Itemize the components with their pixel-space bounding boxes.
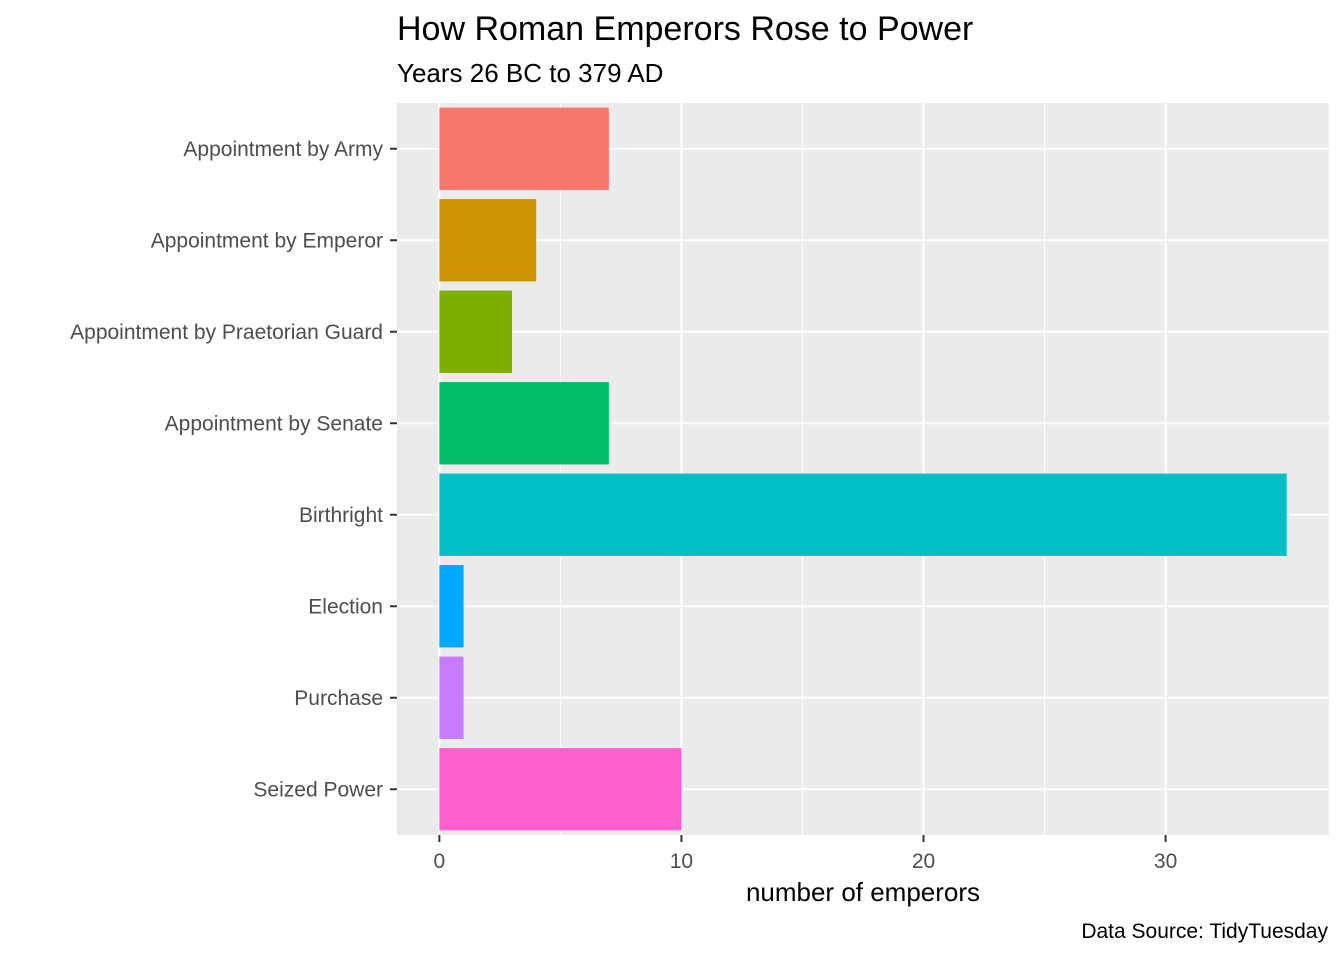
- bar-appointment-by-army: [439, 107, 609, 190]
- category-label: Seized Power: [253, 778, 383, 801]
- category-label: Appointment by Army: [183, 138, 383, 161]
- category-label: Appointment by Praetorian Guard: [70, 321, 383, 344]
- bar-seized-power: [439, 748, 682, 831]
- x-tick-label: 30: [1154, 850, 1177, 873]
- bar-appointment-by-praetorian-guard: [439, 290, 512, 373]
- data-source-caption: Data Source: TidyTuesday: [1081, 920, 1328, 943]
- x-tick-label: 0: [434, 850, 446, 873]
- bar-birthright: [439, 473, 1287, 556]
- plot-panel: [397, 103, 1329, 835]
- category-label: Purchase: [294, 687, 383, 710]
- category-label: Election: [308, 595, 383, 618]
- bar-purchase: [439, 656, 464, 739]
- category-label: Appointment by Emperor: [151, 229, 383, 252]
- x-tick-label: 10: [670, 850, 693, 873]
- category-label: Appointment by Senate: [165, 412, 383, 435]
- x-tick-label: 20: [912, 850, 935, 873]
- bar-appointment-by-senate: [439, 382, 609, 465]
- category-label: Birthright: [299, 504, 383, 527]
- bar-election: [439, 565, 464, 648]
- chart-subtitle: Years 26 BC to 379 AD: [397, 58, 664, 88]
- x-axis-title: number of emperors: [746, 877, 980, 907]
- chart-title: How Roman Emperors Rose to Power: [397, 10, 974, 48]
- bar-appointment-by-emperor: [439, 199, 537, 282]
